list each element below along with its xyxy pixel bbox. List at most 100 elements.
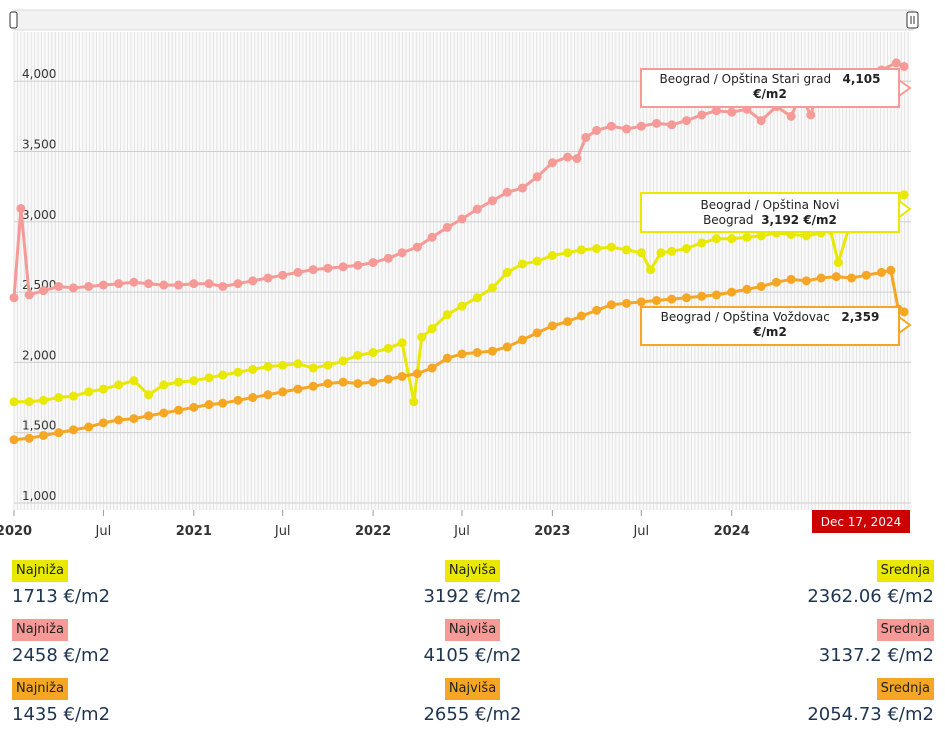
data-point: [84, 387, 94, 397]
data-point: [833, 258, 843, 268]
avg-badge: Srednja: [876, 560, 934, 582]
data-point: [189, 376, 199, 386]
data-point: [502, 267, 512, 277]
min-badge: Najniža: [12, 678, 68, 700]
data-point: [592, 244, 602, 254]
tooltip-value: 2,359: [841, 310, 880, 324]
x-tick-label: Jul: [95, 524, 112, 539]
data-point: [442, 222, 452, 232]
y-tick-label: 2,000: [22, 348, 56, 362]
data-point: [667, 120, 677, 130]
data-point: [442, 310, 452, 320]
avg-value: 3137.2 €/m2: [818, 645, 934, 666]
tooltip-stari-grad: Beograd / Opština Stari grad 4,105 €/m2: [640, 68, 900, 108]
data-point: [646, 265, 656, 275]
data-point: [233, 279, 243, 289]
tooltip-unit: €/m2: [753, 325, 787, 339]
data-point: [368, 377, 378, 387]
y-tick-label: 1,000: [22, 489, 56, 503]
data-point: [487, 346, 497, 356]
avg-value: 2362.06 €/m2: [807, 586, 934, 607]
data-point: [606, 242, 616, 252]
tooltip-pointer: [898, 316, 912, 334]
navigator-bar: [13, 9, 914, 31]
data-point: [667, 294, 677, 304]
data-point: [278, 270, 288, 280]
tooltip-vozdovac: Beograd / Opština Voždovac 2,359 €/m2: [640, 306, 900, 346]
data-point: [248, 364, 258, 374]
data-point: [323, 360, 333, 370]
data-point: [68, 425, 78, 435]
x-tick-label: 2023: [534, 524, 570, 539]
data-point: [457, 301, 467, 311]
stats-row-novi-beograd: Najniža 1713 €/m2 Najviša 3192 €/m2 Sred…: [0, 559, 945, 615]
data-point: [457, 214, 467, 224]
data-point: [576, 311, 586, 321]
data-point: [174, 377, 184, 387]
data-point: [517, 183, 527, 193]
data-point: [622, 124, 632, 134]
data-point: [572, 154, 582, 164]
price-chart: 1,000 1,500 2,000 2,500 3,000 3,500 4,000 2020 J…: [0, 9, 919, 539]
data-point: [742, 284, 752, 294]
data-point: [786, 274, 796, 284]
data-point: [697, 110, 707, 120]
data-point: [606, 121, 616, 131]
data-point: [174, 280, 184, 290]
data-point: [756, 116, 766, 126]
data-point: [457, 349, 467, 359]
data-point: [98, 280, 108, 290]
data-point: [667, 246, 677, 256]
data-point: [159, 380, 169, 390]
data-point: [338, 356, 348, 366]
data-point: [323, 378, 333, 388]
data-point: [502, 342, 512, 352]
navigator-handle-left: [9, 11, 18, 29]
data-point: [218, 398, 228, 408]
data-point: [397, 371, 407, 381]
crosshair-date-label: Dec 17, 2024: [821, 515, 901, 529]
data-point: [487, 196, 497, 206]
tooltip-novi-beograd: Beograd / Opština Novi Beograd 3,192 €/m…: [640, 192, 900, 233]
data-point: [727, 234, 737, 244]
data-point: [278, 387, 288, 397]
series-line: [12, 61, 905, 298]
data-point: [652, 118, 662, 128]
y-tick-label: 3,500: [22, 138, 56, 152]
data-point: [38, 395, 48, 405]
data-point: [353, 378, 363, 388]
min-value: 1713 €/m2: [12, 586, 111, 607]
data-point: [636, 248, 646, 258]
max-badge: Najviša: [444, 619, 501, 641]
data-point: [711, 290, 721, 300]
data-point: [218, 370, 228, 380]
data-point: [263, 390, 273, 400]
data-point: [622, 298, 632, 308]
data-point: [816, 273, 826, 283]
data-point: [427, 363, 437, 373]
data-point: [293, 384, 303, 394]
data-point: [383, 374, 393, 384]
min-badge: Najniža: [12, 560, 68, 582]
data-point: [24, 433, 34, 443]
stat-min: Najniža 2458 €/m2: [12, 618, 110, 666]
stats-row-vozdovac: Najniža 1435 €/m2 Najviša 2655 €/m2 Sred…: [0, 677, 945, 733]
data-point: [159, 408, 169, 418]
y-tick-label: 4,000: [22, 67, 56, 81]
data-point: [204, 279, 214, 289]
data-point: [368, 258, 378, 268]
data-point: [899, 307, 909, 317]
data-point: [397, 248, 407, 258]
tooltip-series-name: Beograd / Opština Stari grad: [659, 72, 832, 86]
data-point: [24, 290, 34, 300]
x-tick-label: 2024: [714, 524, 750, 539]
data-point: [592, 125, 602, 135]
data-point: [899, 61, 909, 71]
data-point: [338, 262, 348, 272]
stat-avg: Srednja 2362.06 €/m2: [807, 559, 934, 607]
series-1: [9, 190, 909, 407]
data-point: [189, 279, 199, 289]
data-point: [756, 281, 766, 291]
x-tick-label: 2020: [0, 524, 32, 539]
